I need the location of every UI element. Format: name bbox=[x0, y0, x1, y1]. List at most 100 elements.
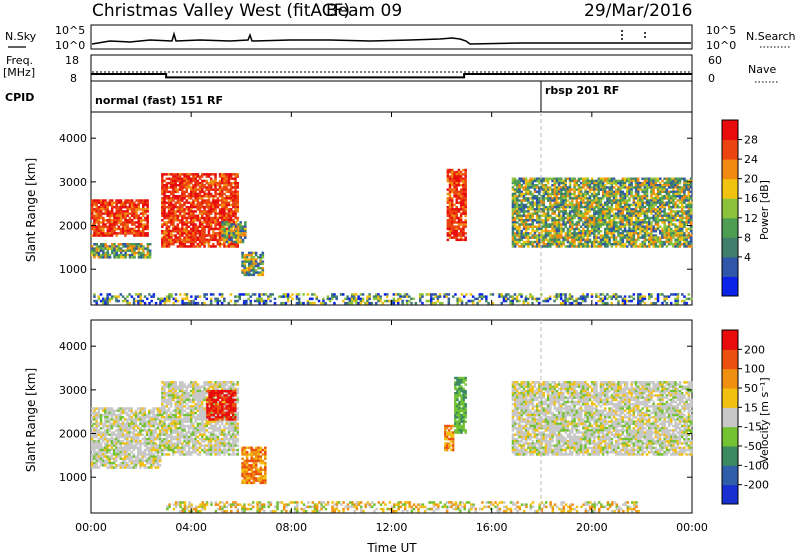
power-cell bbox=[606, 302, 609, 305]
power-cell bbox=[547, 230, 550, 233]
power-cell bbox=[210, 173, 213, 176]
velocity-cell bbox=[98, 412, 101, 415]
power-cell bbox=[177, 300, 180, 303]
power-cell bbox=[679, 236, 682, 239]
power-cell bbox=[593, 206, 596, 209]
power-cell bbox=[661, 186, 664, 189]
power-cell bbox=[142, 232, 145, 235]
power-cell bbox=[525, 230, 528, 233]
power-cell bbox=[534, 236, 537, 239]
power-cell bbox=[109, 254, 112, 257]
power-cell bbox=[683, 206, 686, 209]
power-cell bbox=[91, 215, 94, 218]
power-cell bbox=[576, 206, 579, 209]
power-cell bbox=[595, 186, 598, 189]
power-cell bbox=[677, 241, 680, 244]
power-cell bbox=[203, 173, 206, 176]
power-cell bbox=[657, 300, 660, 303]
power-cell bbox=[168, 295, 171, 298]
power-cell bbox=[624, 206, 627, 209]
power-cell bbox=[115, 219, 118, 222]
power-cell bbox=[672, 188, 675, 191]
power-cell bbox=[248, 269, 251, 272]
power-cell bbox=[683, 191, 686, 194]
power-cell bbox=[683, 241, 686, 244]
power-cell bbox=[456, 191, 459, 194]
power-cell bbox=[633, 204, 636, 207]
power-cell bbox=[210, 226, 213, 229]
power-cell bbox=[600, 223, 603, 226]
power-cell bbox=[565, 239, 568, 242]
power-cell bbox=[518, 199, 521, 202]
power-cell bbox=[96, 243, 99, 246]
power-cell bbox=[138, 228, 141, 231]
power-cell bbox=[512, 226, 515, 229]
power-cell bbox=[177, 206, 180, 209]
power-cell bbox=[111, 295, 114, 298]
power-cell bbox=[622, 232, 625, 235]
nave-tick-bottom: 0 bbox=[708, 72, 715, 85]
power-cell bbox=[600, 188, 603, 191]
power-cell bbox=[549, 230, 552, 233]
power-cell bbox=[120, 293, 123, 296]
power-cell bbox=[349, 298, 352, 301]
power-cell bbox=[283, 295, 286, 298]
power-cell bbox=[179, 184, 182, 187]
power-cell bbox=[379, 295, 382, 298]
power-cell bbox=[505, 295, 508, 298]
power-cell bbox=[641, 223, 644, 226]
power-cell bbox=[113, 217, 116, 220]
power-cell bbox=[144, 199, 147, 202]
power-cell bbox=[456, 217, 459, 220]
power-cell bbox=[118, 206, 121, 209]
power-cell bbox=[571, 241, 574, 244]
power-cell bbox=[166, 241, 169, 244]
power-cell bbox=[690, 212, 693, 215]
power-cell bbox=[113, 219, 116, 222]
power-cell bbox=[576, 223, 579, 226]
power-cell bbox=[161, 193, 164, 196]
power-cell bbox=[516, 239, 519, 242]
power-cell bbox=[622, 178, 625, 181]
power-cell bbox=[677, 293, 680, 296]
power-cell bbox=[630, 300, 633, 303]
velocity-cell bbox=[93, 427, 96, 430]
power-cell bbox=[551, 191, 554, 194]
power-cell bbox=[628, 178, 631, 181]
power-cell bbox=[201, 226, 204, 229]
power-cell bbox=[113, 226, 116, 229]
power-cell bbox=[615, 191, 618, 194]
power-cell bbox=[613, 182, 616, 185]
power-cell bbox=[641, 228, 644, 231]
power-cell bbox=[641, 295, 644, 298]
power-cell bbox=[232, 212, 235, 215]
power-cell bbox=[615, 215, 618, 218]
power-cell bbox=[652, 197, 655, 200]
power-cell bbox=[203, 241, 206, 244]
power-cell bbox=[646, 215, 649, 218]
power-cell bbox=[648, 239, 651, 242]
power-cell bbox=[591, 295, 594, 298]
power-cell bbox=[163, 217, 166, 220]
power-cell bbox=[104, 206, 107, 209]
power-cell bbox=[523, 197, 526, 200]
power-cell bbox=[619, 204, 622, 207]
power-cell bbox=[192, 193, 195, 196]
power-cell bbox=[183, 215, 186, 218]
power-cell bbox=[569, 232, 572, 235]
power-cell bbox=[549, 193, 552, 196]
power-cell bbox=[646, 199, 649, 202]
power-cell bbox=[674, 178, 677, 181]
power-cell bbox=[161, 178, 164, 181]
power-cell bbox=[291, 298, 294, 301]
power-cell bbox=[453, 228, 456, 231]
power-cell bbox=[208, 193, 211, 196]
power-cell bbox=[637, 202, 640, 205]
power-cell bbox=[534, 232, 537, 235]
power-cell bbox=[531, 295, 534, 298]
power-cell bbox=[589, 217, 592, 220]
power-cell bbox=[181, 241, 184, 244]
power-cell bbox=[670, 217, 673, 220]
power-cell bbox=[670, 210, 673, 213]
power-cell bbox=[117, 300, 120, 303]
